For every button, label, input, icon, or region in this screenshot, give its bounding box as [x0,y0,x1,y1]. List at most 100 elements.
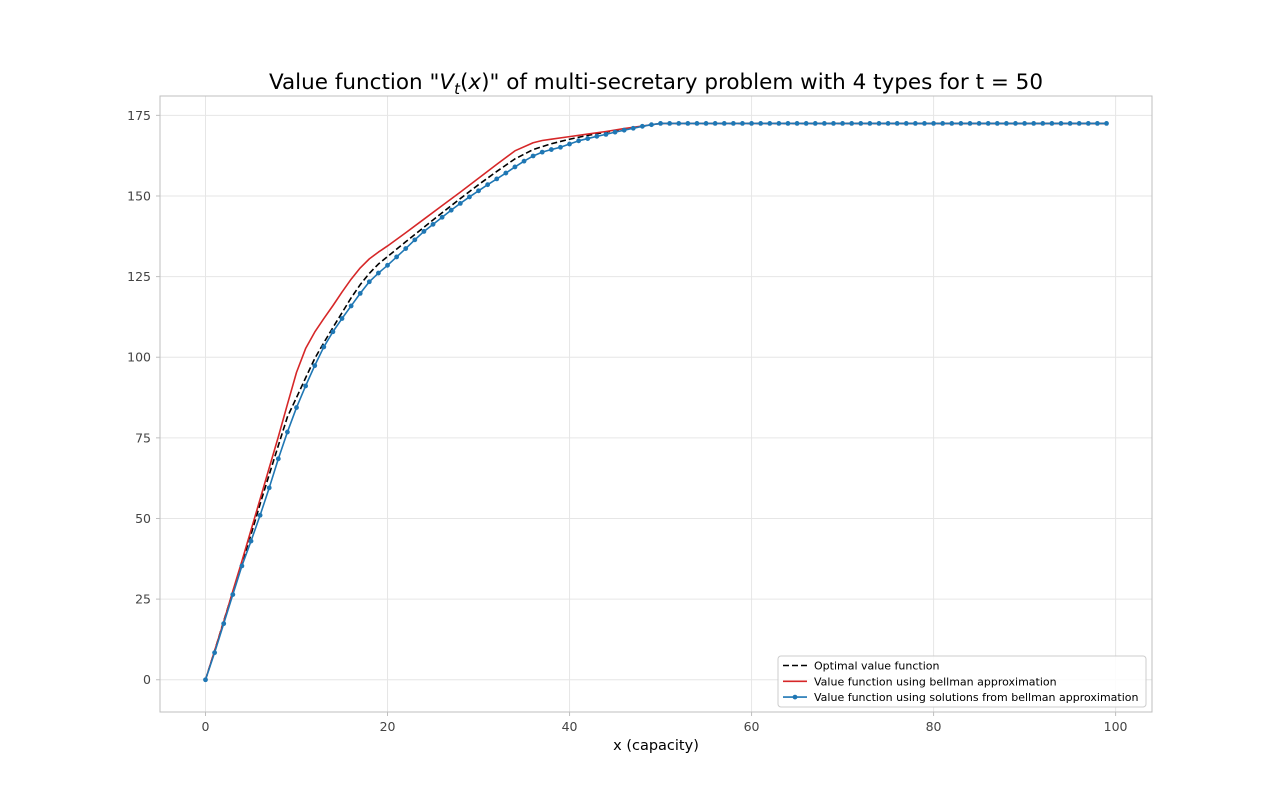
y-tick-label: 125 [127,269,151,284]
series-3-point [922,121,927,126]
series-3-point [612,129,618,135]
x-axis-label: x (capacity) [613,738,699,754]
series-3-point [576,138,582,144]
series-3-point [794,121,800,126]
series-3-point [376,270,381,276]
series-3-point [676,121,682,126]
chart-title-paren-open: ( [460,70,468,95]
series-3-point [385,262,390,268]
series-3-point [476,188,481,194]
y-tick-label: 50 [135,511,151,526]
legend-swatch-marker [792,694,798,700]
series-3-point [967,121,973,126]
legend: Optimal value function Value function usi… [777,655,1147,708]
y-tick-label: 175 [127,108,151,123]
series-3-point [658,121,663,126]
y-tick-label: 100 [127,350,151,365]
series-3-point [849,121,855,126]
series-1-line [204,122,1107,680]
series-3-line [204,122,1107,681]
y-tick-label: 25 [135,592,151,607]
series-2-line [204,122,1107,680]
series-3-point [1058,121,1064,126]
series-3-point [312,363,318,369]
series-3-point [931,121,936,126]
x-tick-label: 80 [926,719,942,734]
plot-frame [159,95,1153,713]
series-3-point [1076,121,1082,126]
series-3-point [639,123,645,129]
series-3-point [230,592,236,598]
series-3-point [494,176,500,182]
series-3-point [412,237,418,243]
chart-title-suffix: " of multi-secretary problem with 4 type… [490,70,1044,95]
series-3-point [1049,121,1055,126]
series-3-point [894,121,900,126]
series-3-point [357,290,363,296]
series-3-point [585,136,591,141]
series-3-point [321,344,327,350]
series-3-point [721,121,727,126]
series-3-point [539,149,545,155]
series-3-point [257,512,263,518]
series-2 [204,122,1107,680]
legend-label: Value function using solutions from bell… [814,691,1139,704]
series-3-point [958,121,964,126]
series-3-point [275,456,281,462]
x-tick-label: 40 [562,719,578,734]
series-3-point [821,121,827,126]
series-3-point [985,121,991,126]
series-3-point [949,121,955,126]
grid [160,96,1152,712]
series-3-point [785,121,791,126]
series-3-point [530,153,536,159]
series-3-point [703,121,709,126]
series-3-point [503,170,509,176]
series-3-point [567,141,572,147]
series-3-point [758,121,764,126]
series-3-point [867,121,873,126]
series-3-point [603,131,609,137]
legend-label: Optimal value function [814,660,940,673]
series-3-point [439,214,445,220]
chart-title: Value function "Vt(x)" of multi-secretar… [269,70,1043,98]
ticks: 0 20 40 60 80 100 0 25 50 75 100 125 150 175 [127,108,1127,734]
x-tick-label: 0 [202,719,210,734]
series-3-point [221,621,227,627]
series-3-point [548,147,554,152]
series-3-point [403,246,409,251]
series-3-point [1003,121,1009,126]
series-3-point [649,122,654,128]
y-tick-label: 75 [135,430,151,445]
series-3-point [912,121,918,126]
series-3-point [203,677,208,683]
series-3-point [1013,121,1018,126]
series-3-point [1094,121,1100,126]
legend-item-2: Value function using bellman approximati… [783,675,1057,688]
series-3-point [421,229,427,234]
series-3-point [285,429,290,435]
series-3-point [712,121,718,126]
series-3-point [485,182,491,188]
series-3-point [1031,121,1037,126]
series-3-point [457,201,463,206]
series-3-point [330,329,336,335]
series-3-point [339,316,345,321]
series-3-point [776,121,782,126]
series-3-point [1022,121,1027,126]
series-3-point [630,125,636,131]
series-3 [203,121,1109,683]
series-3-point [430,221,436,227]
series-3-point [667,121,673,126]
series-3-point [976,121,982,126]
series-3-point [294,405,299,410]
chart-title-math-base: V [439,70,455,95]
series-3-point [858,121,864,126]
series-3-point [940,121,946,126]
series-3-point [749,121,754,126]
legend-item-1: Optimal value function [783,660,940,673]
series-3-point [812,121,818,126]
series-3-point [1104,121,1109,126]
legend-frame [777,655,1147,708]
